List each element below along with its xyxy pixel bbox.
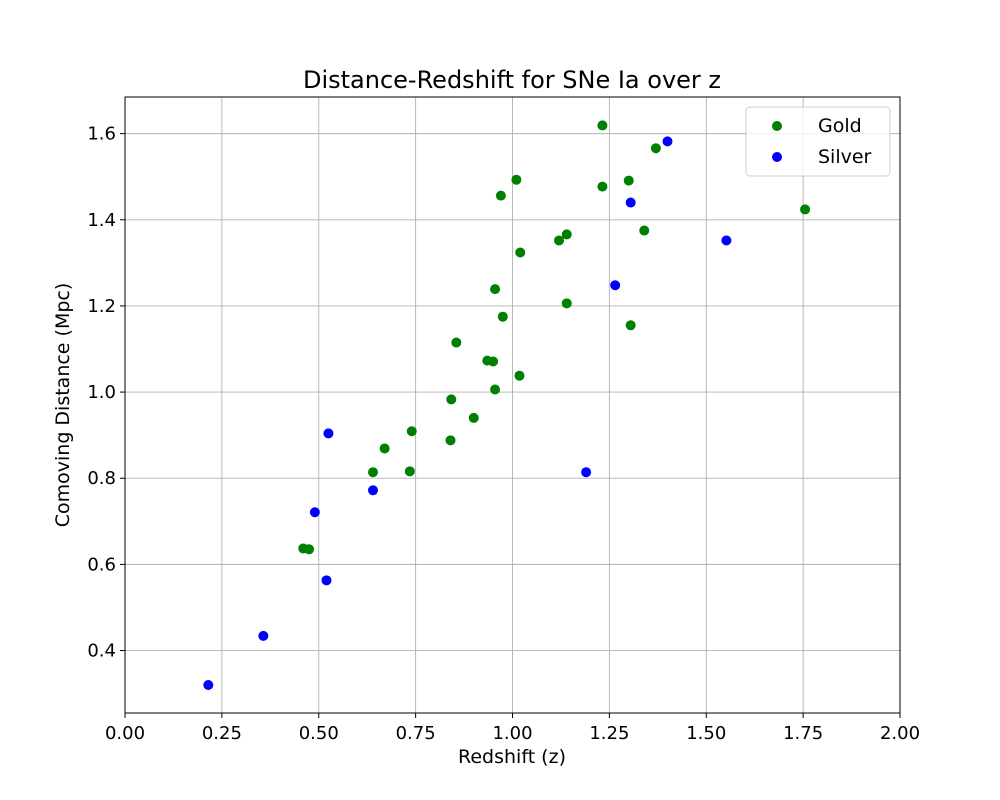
data-point-gold <box>597 120 608 131</box>
data-point-gold <box>514 370 525 381</box>
data-point-gold <box>495 190 506 201</box>
y-tick-label: 1.0 <box>87 382 116 403</box>
x-axis-label: Redshift (z) <box>458 746 566 768</box>
y-axis-label: Comoving Distance (Mpc) <box>52 283 74 528</box>
data-point-gold <box>406 426 417 437</box>
data-point-gold <box>468 412 479 423</box>
x-tick-label: 1.00 <box>492 723 532 744</box>
x-tick-label: 1.50 <box>686 723 726 744</box>
data-point-silver <box>610 280 621 291</box>
y-tick-label: 1.2 <box>87 296 116 317</box>
x-tick-label: 0.50 <box>299 723 339 744</box>
y-tick-label: 0.4 <box>87 641 116 662</box>
data-point-gold <box>497 311 508 322</box>
data-point-gold <box>404 466 415 477</box>
data-point-gold <box>597 181 608 192</box>
data-point-silver <box>323 428 334 439</box>
data-point-silver <box>625 197 636 208</box>
y-tick-label: 0.8 <box>87 468 116 489</box>
data-point-gold <box>561 229 572 240</box>
y-tick-label: 1.6 <box>87 124 116 145</box>
y-tick-label: 0.6 <box>87 554 116 575</box>
x-tick-label: 0.00 <box>105 723 145 744</box>
data-point-gold <box>368 467 378 478</box>
data-point-gold <box>554 235 564 246</box>
data-point-gold <box>515 247 526 258</box>
x-axis-ticks: 0.00 0.25 0.50 0.75 1.00 1.25 1.50 1.75 2.00 <box>105 713 920 744</box>
legend-box <box>745 106 891 177</box>
data-point-gold <box>490 284 501 295</box>
data-point-gold <box>561 298 572 309</box>
data-point-gold <box>488 356 499 367</box>
legend: Gold Silver <box>745 106 891 177</box>
x-tick-label: 2.00 <box>880 723 920 744</box>
x-tick-label: 1.75 <box>783 723 823 744</box>
data-point-gold <box>379 443 390 454</box>
x-tick-label: 1.25 <box>589 723 629 744</box>
data-point-silver <box>258 630 269 641</box>
data-point-gold <box>451 337 462 348</box>
legend-marker-gold <box>772 121 782 131</box>
data-points <box>203 120 811 690</box>
x-tick-label: 0.25 <box>202 723 242 744</box>
data-point-silver <box>662 136 673 147</box>
y-axis-ticks: 0.4 0.6 0.8 1.0 1.2 1.4 1.6 <box>87 124 125 662</box>
legend-label-silver: Silver <box>818 146 872 168</box>
data-point-gold <box>490 384 501 395</box>
x-tick-label: 0.75 <box>396 723 436 744</box>
data-point-gold <box>623 175 634 186</box>
data-point-silver <box>321 575 332 586</box>
data-point-gold <box>650 143 661 154</box>
data-point-silver <box>368 485 378 496</box>
data-point-silver <box>721 235 732 246</box>
y-tick-label: 1.4 <box>87 210 116 231</box>
data-point-gold <box>639 225 650 236</box>
data-point-gold <box>800 204 811 215</box>
data-point-gold <box>625 320 636 331</box>
data-point-gold <box>445 435 456 446</box>
data-point-gold <box>446 394 457 405</box>
legend-label-gold: Gold <box>818 115 862 137</box>
data-point-silver <box>581 467 592 478</box>
data-point-silver <box>203 680 214 690</box>
data-point-gold <box>304 544 315 555</box>
legend-marker-silver <box>772 152 782 162</box>
data-point-gold <box>511 174 522 185</box>
data-point-silver <box>309 507 320 518</box>
chart-title: Distance-Redshift for SNe Ia over z <box>303 66 721 94</box>
